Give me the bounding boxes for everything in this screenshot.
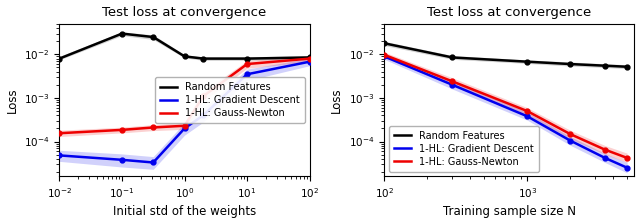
Y-axis label: Loss: Loss — [6, 87, 19, 113]
X-axis label: Training sample size N: Training sample size N — [443, 205, 576, 218]
Title: Test loss at convergence: Test loss at convergence — [102, 6, 267, 19]
Legend: Random Features, 1-HL: Gradient Descent, 1-HL: Gauss-Newton: Random Features, 1-HL: Gradient Descent,… — [389, 126, 539, 172]
Legend: Random Features, 1-HL: Gradient Descent, 1-HL: Gauss-Newton: Random Features, 1-HL: Gradient Descent,… — [155, 77, 305, 123]
X-axis label: Initial std of the weights: Initial std of the weights — [113, 205, 256, 218]
Y-axis label: Loss: Loss — [330, 87, 343, 113]
Title: Test loss at convergence: Test loss at convergence — [427, 6, 591, 19]
